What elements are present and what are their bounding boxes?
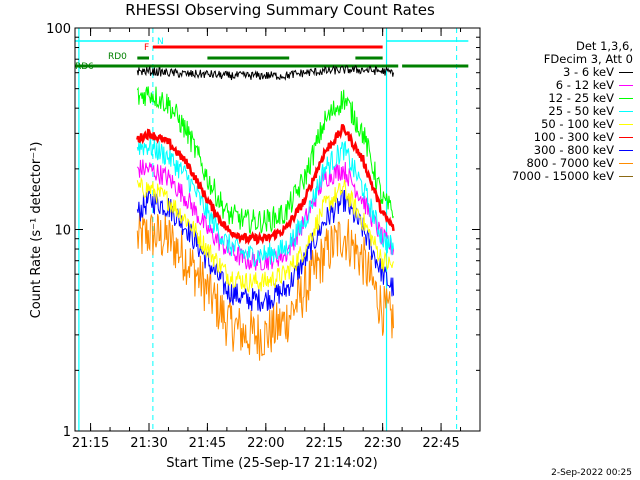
flag-label-f: F [144, 43, 149, 53]
legend-item: 300 - 800 keV [512, 144, 633, 157]
legend-header-2: FDecim 3, Att 0 [543, 52, 633, 66]
x-tick-label: 22:15 [305, 436, 342, 451]
y-tick-label: 100 [46, 22, 71, 37]
series-line-12-25-kev [136, 86, 394, 235]
x-tick-label: 22:45 [422, 436, 459, 451]
legend-swatch [619, 150, 633, 151]
legend-item-label: 6 - 12 keV [555, 78, 614, 92]
legend-swatch [619, 137, 633, 138]
y-axis-label: Count Rate (s⁻¹ detector⁻¹) [29, 142, 44, 319]
legend-item-label: 800 - 7000 keV [526, 156, 614, 170]
x-tick-label: 22:30 [364, 436, 401, 451]
legend-swatch [619, 85, 633, 86]
series-line-800-7000-kev [136, 211, 394, 361]
legend-item-label: 25 - 50 keV [548, 104, 614, 118]
legend-item-label: 50 - 100 keV [541, 117, 614, 131]
x-tick-label: 21:15 [72, 436, 109, 451]
y-tick-label: 10 [54, 224, 71, 239]
legend-item: 3 - 6 keV [512, 66, 633, 79]
legend-swatch [619, 111, 633, 112]
flag-label-rd6: RD6 [75, 62, 94, 72]
legend-item-label: 3 - 6 keV [563, 65, 614, 79]
series-line-50-100-kev [136, 176, 394, 294]
legend-item: 7000 - 15000 keV [512, 170, 633, 183]
x-tick-label: 21:45 [189, 436, 226, 451]
legend-swatch [619, 176, 633, 177]
legend-item: 100 - 300 keV [512, 131, 633, 144]
footer-date: 2-Sep-2022 00:25 [551, 468, 632, 478]
legend-item-label: 300 - 800 keV [533, 143, 614, 157]
data-layer: NF RD0 RD6 [75, 28, 469, 431]
legend-swatch [619, 124, 633, 125]
x-tick-label: 21:30 [130, 436, 167, 451]
legend-header-1: Det 1,3,6, [575, 39, 633, 53]
chart-title: RHESSI Observing Summary Count Rates [125, 1, 435, 19]
legend-item-label: 12 - 25 keV [548, 91, 614, 105]
legend: Det 1,3,6, FDecim 3, Att 0 3 - 6 keV 6 - … [512, 40, 633, 183]
axis-layer: 21:15 21:30 21:45 22:00 22:15 22:30 22:45 1 10 10… [46, 22, 481, 451]
legend-items: 3 - 6 keV 6 - 12 keV 12 - 25 keV 25 - 50 ke… [512, 66, 633, 183]
flag-label-rd0: RD0 [108, 52, 127, 62]
legend-item-label: 7000 - 15000 keV [511, 169, 614, 183]
series-line-25-50-kev [136, 136, 394, 267]
flag-label-n: N [157, 37, 164, 47]
legend-item: 50 - 100 keV [512, 118, 633, 131]
legend-swatch [619, 72, 633, 73]
legend-item-label: 100 - 300 keV [533, 130, 614, 144]
x-axis-label: Start Time (25-Sep-17 21:14:02) [166, 456, 377, 471]
series-line-100-300-kev [136, 123, 395, 246]
legend-item: 12 - 25 keV [512, 92, 633, 105]
legend-item: 6 - 12 keV [512, 79, 633, 92]
legend-item: 25 - 50 keV [512, 105, 633, 118]
legend-swatch [619, 163, 633, 164]
x-tick-label: 22:00 [247, 436, 284, 451]
legend-swatch [619, 98, 633, 99]
series-line-3-6-kev [136, 65, 394, 81]
legend-item: 800 - 7000 keV [512, 157, 633, 170]
y-tick-label: 1 [63, 425, 71, 440]
